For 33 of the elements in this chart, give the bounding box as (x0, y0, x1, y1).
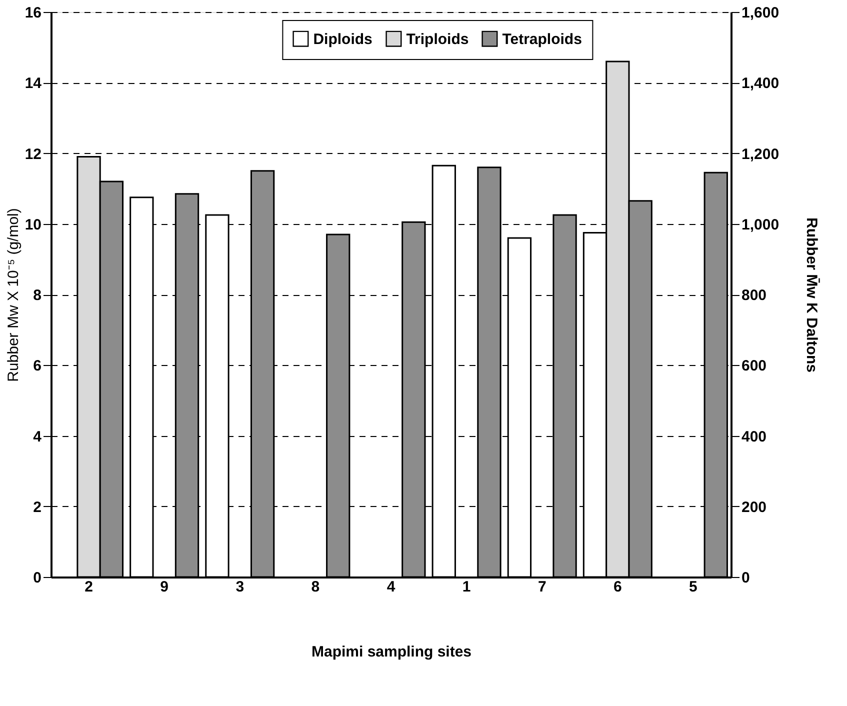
y2-tick-label: 600 (742, 358, 767, 375)
y-tick-label: 10 (24, 216, 42, 234)
y-tick-label: 16 (24, 4, 42, 22)
y-tick-label: 4 (33, 428, 42, 446)
y2-axis-title: Rubber M̄w K Daltons (803, 217, 820, 373)
legend-label: Diploids (313, 30, 372, 48)
y2-tick-label: 0 (742, 570, 750, 586)
y2-tick-label: 1,600 (742, 4, 780, 22)
y-tick-label: 6 (33, 358, 42, 375)
x-axis-title: Mapimi sampling sites (311, 644, 472, 660)
y2-tick-label: 1,000 (742, 216, 780, 234)
x-tick-label: 3 (236, 578, 244, 596)
legend-label: Triploids (406, 30, 469, 48)
y2-tick-label: 800 (742, 287, 767, 304)
y-tick-label: 14 (24, 75, 42, 92)
legend-label: Tetraploids (502, 30, 582, 48)
x-tick-label: 1 (462, 578, 471, 596)
x-tick-label: 6 (613, 578, 622, 596)
y-tick-label: 12 (24, 146, 42, 163)
y-axis-title: Rubber Mw X 10⁻⁵ (g/mol) (4, 208, 22, 382)
y2-tick-label: 1,200 (742, 146, 780, 163)
y-tick-label: 2 (33, 498, 42, 516)
x-tick-label: 9 (160, 578, 169, 596)
x-tick-label: 4 (386, 578, 396, 596)
y-tick-label: 0 (33, 570, 42, 586)
y2-tick-label: 400 (742, 428, 767, 446)
y2-tick-label: 1,400 (742, 75, 780, 92)
x-tick-label: 5 (689, 578, 698, 596)
y-tick-label: 8 (33, 287, 42, 304)
y2-tick-label: 200 (742, 498, 767, 516)
x-tick-label: 8 (311, 578, 320, 596)
x-tick-label: 2 (84, 578, 93, 596)
x-tick-label: 7 (538, 578, 546, 596)
